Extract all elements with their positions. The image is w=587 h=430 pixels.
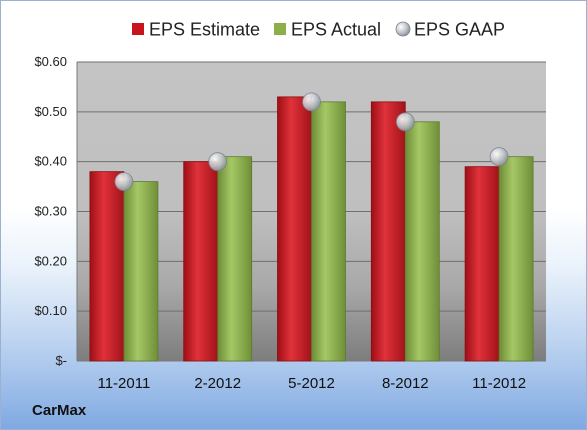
y-tick-label: $0.10 [34, 303, 67, 318]
x-tick-label: 11-2011 [97, 375, 150, 392]
bar-eps-estimate [89, 171, 125, 362]
legend-label: EPS Actual [291, 20, 381, 40]
bar-eps-estimate [370, 101, 406, 362]
y-tick-label: $0.20 [34, 253, 67, 268]
marker-eps-gaap [395, 112, 415, 132]
marker-eps-gaap [302, 92, 321, 112]
company-label: CarMax [32, 402, 87, 419]
y-tick-label: $0.40 [34, 154, 67, 169]
y-tick-label: $- [55, 353, 67, 368]
y-tick-label: $0.60 [34, 54, 67, 69]
bar-eps-actual [123, 181, 159, 362]
legend-swatch [274, 23, 286, 35]
legend-eps-estimate: EPS Estimate [132, 20, 260, 40]
bar-eps-actual [217, 156, 253, 362]
bar-eps-estimate [464, 166, 500, 362]
marker-eps-gaap [489, 147, 509, 167]
legend-label: EPS GAAP [414, 20, 505, 40]
y-tick-label: $0.50 [34, 104, 67, 119]
bar-eps-actual [498, 156, 534, 362]
x-tick-label: 11-2012 [472, 375, 526, 392]
x-tick-label: 8-2012 [382, 375, 429, 392]
bar-eps-actual [404, 121, 440, 362]
marker-eps-gaap [208, 152, 228, 172]
legend-eps-gaap: EPS GAAP [395, 20, 505, 40]
x-tick-label: 5-2012 [288, 375, 335, 392]
legend-swatch [132, 23, 144, 35]
x-tick-label: 2-2012 [194, 375, 241, 392]
legend-marker [395, 21, 411, 37]
legend-label: EPS Estimate [149, 20, 260, 40]
bar-eps-estimate [277, 96, 312, 362]
y-tick-label: $0.30 [34, 204, 67, 219]
legend-eps-actual: EPS Actual [274, 20, 381, 40]
marker-eps-gaap [114, 172, 134, 192]
bar-eps-estimate [183, 161, 219, 362]
bar-eps-actual [311, 101, 346, 362]
